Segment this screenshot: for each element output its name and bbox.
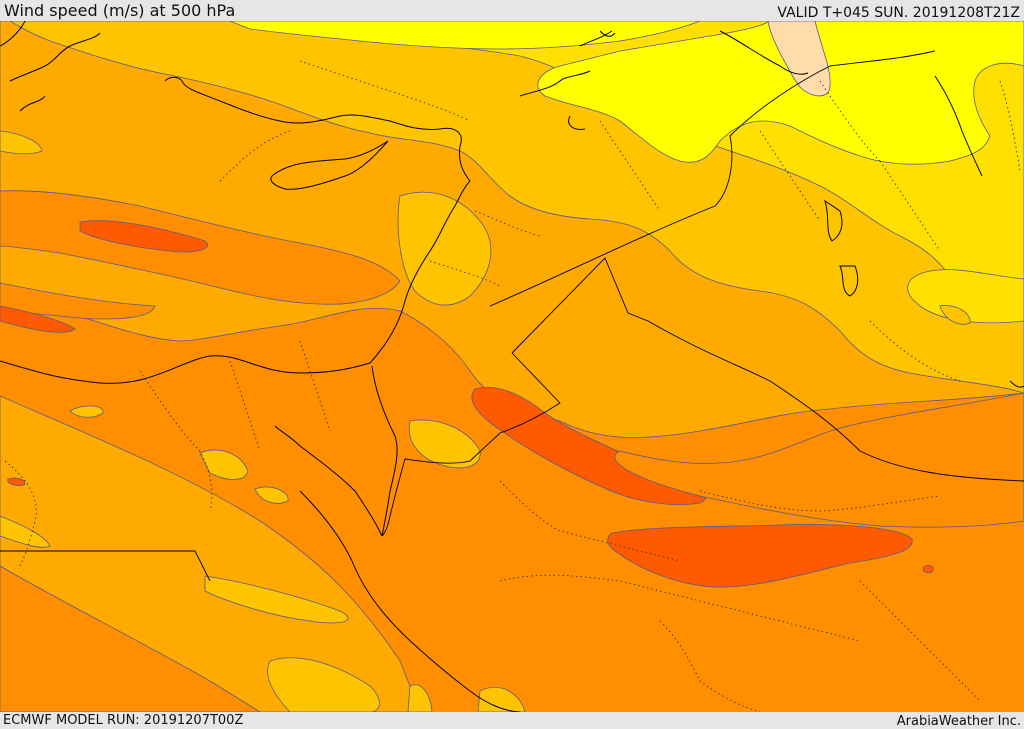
model-run-label: ECMWF MODEL RUN: 20191207T00Z <box>3 713 244 728</box>
jet-core-northwest <box>79 220 208 253</box>
map-panel <box>0 21 1024 712</box>
band-gold-levant <box>397 191 492 306</box>
band-light-yellow-northwest <box>229 21 701 50</box>
band-gold-southwest <box>0 515 51 548</box>
band-deep-orange-east <box>614 392 1024 528</box>
country-borders <box>0 50 1024 582</box>
band-gold-west-cyprus <box>0 130 43 155</box>
internal-boundaries <box>4 60 1021 712</box>
credit-label: ArabiaWeather Inc. <box>896 714 1021 729</box>
jet-core-spots <box>7 477 934 574</box>
band-gold-levant-south <box>408 419 481 469</box>
coastlines <box>0 21 1024 712</box>
jet-core-west <box>0 305 76 333</box>
jet-core-east <box>607 524 913 588</box>
valid-time: VALID T+045 SUN. 20191208T21Z <box>777 5 1020 21</box>
header-bar: Wind speed (m/s) at 500 hPa VALID T+045 … <box>0 0 1024 21</box>
band-gold-south-1 <box>204 575 349 624</box>
wind-speed-map <box>0 21 1024 712</box>
band-deep-orange-south <box>0 565 261 712</box>
band-gold-sinai-spots <box>199 449 289 504</box>
band-peach-north <box>767 21 831 97</box>
map-title: Wind speed (m/s) at 500 hPa <box>4 1 236 20</box>
footer-bar: ECMWF MODEL RUN: 20191207T00Z ArabiaWeat… <box>0 712 1024 729</box>
band-gold-south-3 <box>407 684 526 712</box>
band-gold-east-spot <box>939 305 971 325</box>
band-gold-west-spot <box>69 405 104 418</box>
band-gold-south-2 <box>267 657 380 712</box>
